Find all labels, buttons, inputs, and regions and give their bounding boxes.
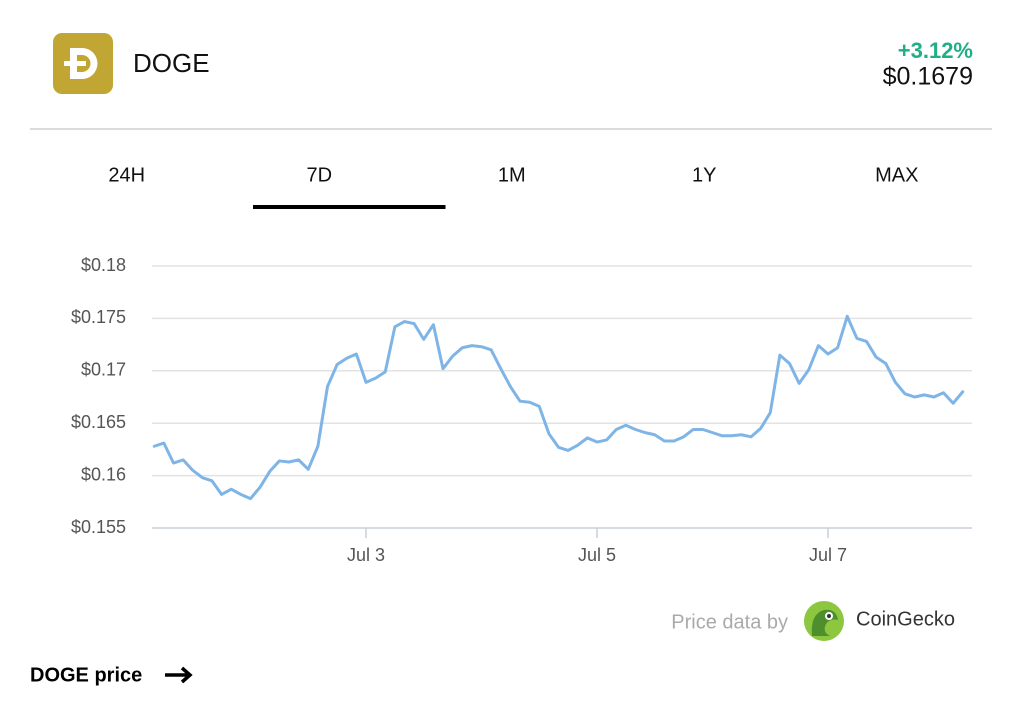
- chart: $0.155 $0.16 $0.165 $0.17 $0.175 $0.18 Jul 3 Ju…: [71, 255, 972, 565]
- y-tick-label: $0.16: [81, 464, 126, 484]
- tab[interactable]: MAX: [875, 164, 918, 186]
- tab-underline: [253, 205, 446, 209]
- y-tick-label: $0.175: [71, 307, 126, 327]
- attribution-source: CoinGecko: [856, 608, 955, 630]
- tab[interactable]: 1M: [498, 164, 526, 186]
- y-tick-label: $0.18: [81, 255, 126, 275]
- arrow[interactable]: [165, 666, 193, 684]
- y-tick-label: $0.165: [71, 412, 126, 432]
- tab[interactable]: 24H: [108, 164, 145, 186]
- logo-glyph: [70, 48, 98, 79]
- x-tick-label: Jul 3: [347, 545, 385, 565]
- price: $0.1679: [883, 63, 973, 91]
- y-tick-label: $0.17: [81, 360, 126, 380]
- logo: [53, 33, 113, 94]
- tab[interactable]: 7D: [306, 164, 332, 186]
- symbol: DOGE: [133, 48, 210, 78]
- logo-pupil: [827, 614, 831, 618]
- price-change: +3.12%: [898, 38, 973, 63]
- x-tick-label: Jul 7: [809, 545, 847, 565]
- y-tick-label: $0.155: [71, 517, 126, 537]
- tabs: 24H 7D 1M 1Y MAX: [108, 164, 918, 209]
- x-tick-label: Jul 5: [578, 545, 616, 565]
- attribution-prefix: Price data by: [671, 611, 788, 633]
- footer-link-text[interactable]: DOGE price: [30, 664, 142, 686]
- coingecko-logo: [804, 601, 844, 641]
- footer-link[interactable]: DOGE price: [30, 664, 193, 686]
- price-line: [152, 314, 965, 501]
- tab[interactable]: 1Y: [692, 164, 716, 186]
- logo-bar: [64, 61, 86, 66]
